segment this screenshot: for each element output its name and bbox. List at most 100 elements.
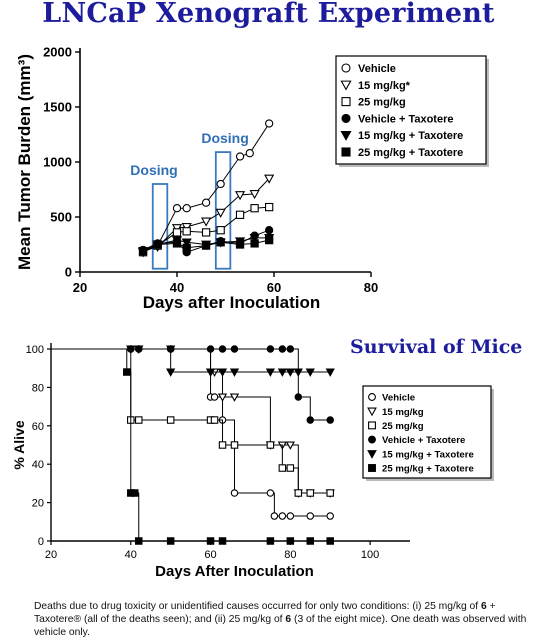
tumor-x-tick-label: 80 (364, 280, 378, 295)
survival-data-point (326, 416, 334, 424)
tumor-legend-label: Vehicle + Taxotere (358, 113, 454, 125)
tumor-data-point (249, 190, 260, 200)
survival-data-point (326, 512, 334, 520)
survival-data-point (306, 416, 315, 424)
tumor-data-point (235, 240, 245, 249)
tumor-data-point (235, 210, 245, 219)
tumor-legend-label: 25 mg/kg (358, 97, 406, 109)
tumor-y-axis-label: Mean Tumor Burden (mm³) (15, 54, 34, 270)
survival-data-point (294, 489, 303, 497)
tumor-y-tick-label: 500 (50, 210, 72, 225)
survival-data-point (266, 441, 275, 449)
survival-data-point (134, 345, 144, 354)
survival-data-point (166, 416, 175, 424)
tumor-y-tick-label: 1000 (43, 155, 72, 170)
survival-data-point (306, 537, 315, 545)
tumor-data-point (216, 238, 225, 247)
dosing-window (214, 151, 232, 270)
survival-legend-marker (368, 421, 376, 430)
survival-x-axis-label: Days After Inoculation (155, 563, 314, 580)
tumor-data-point (172, 239, 182, 248)
survival-y-axis-label: % Alive (11, 420, 27, 469)
tumor-data-point (201, 228, 211, 237)
survival-data-point (270, 512, 279, 520)
tumor-data-point (201, 241, 211, 250)
tumor-data-point (264, 235, 274, 245)
tumor-legend-label: 25 mg/kg + Taxotere (358, 147, 463, 159)
dosing-window (151, 183, 169, 270)
survival-data-point (306, 489, 315, 497)
survival-x-tick-label: 60 (204, 549, 216, 561)
caption-compound-1: 6 (481, 601, 487, 612)
survival-data-point (266, 537, 275, 545)
tumor-data-point (234, 191, 246, 201)
survival-data-point (230, 441, 239, 449)
survival-data-point (285, 368, 295, 377)
survival-legend-marker (368, 435, 376, 444)
tumor-legend-label: 15 mg/kg + Taxotere (358, 130, 463, 142)
survival-legend-label: 25 mg/kg (382, 421, 424, 432)
tumor-data-point (235, 152, 245, 161)
survival-data-point (206, 537, 215, 545)
page-title: LNCaP Xenograft Experiment (42, 0, 495, 29)
tumor-data-point (250, 204, 259, 213)
survival-legend-marker (367, 450, 377, 459)
tumor-legend-marker (341, 147, 351, 157)
survival-series-line (51, 348, 331, 421)
survival-data-point (126, 345, 136, 354)
survival-data-point (265, 368, 276, 377)
survival-legend-marker (367, 407, 377, 417)
survival-data-point (293, 368, 303, 377)
tumor-data-point (138, 246, 148, 256)
tumor-series-line (142, 178, 270, 252)
survival-legend-label: Vehicle (382, 393, 415, 404)
tumor-data-point (172, 204, 182, 213)
survival-data-point (218, 441, 227, 449)
tumor-data-point (245, 149, 254, 158)
survival-data-point (217, 368, 228, 377)
survival-data-point (210, 416, 219, 424)
survival-legend-label: 25 mg/kg + Taxotere (382, 464, 474, 475)
survival-chart-title: Survival of Mice (350, 336, 523, 358)
survival-y-tick-label: 0 (38, 536, 44, 548)
survival-data-point (306, 512, 315, 520)
tumor-legend-label: Vehicle (358, 63, 396, 75)
caption-compound-2: 6 (285, 614, 292, 625)
caption-part-3: (3 of the eight mice). One death was obs… (34, 614, 527, 638)
survival-legend-label: 15 mg/kg (382, 407, 424, 418)
survival-data-point (305, 368, 315, 377)
survival-data-point (206, 345, 215, 353)
caption: Deaths due to drug toxicity or unidentif… (34, 600, 529, 639)
tumor-data-point (249, 234, 260, 244)
survival-data-point (166, 537, 175, 545)
survival-data-point (217, 393, 228, 402)
survival-legend-marker (368, 464, 376, 472)
survival-y-tick-label: 20 (32, 498, 44, 510)
survival-data-point (218, 537, 227, 545)
survival-legend-marker (368, 393, 376, 401)
survival-data-point (218, 345, 227, 353)
survival-legend (362, 385, 492, 479)
survival-data-point (286, 537, 295, 545)
survival-data-point (285, 441, 295, 450)
tumor-legend-marker (341, 97, 351, 107)
tumor-y-tick-label: 0 (65, 265, 72, 280)
survival-data-point (286, 512, 295, 520)
survival-x-tick-label: 20 (45, 549, 57, 561)
dosing-label: Dosing (201, 130, 248, 146)
survival-data-point (325, 368, 335, 377)
tumor-data-point (182, 243, 191, 252)
survival-data-point (326, 537, 334, 545)
tumor-data-point (264, 226, 274, 235)
survival-data-point (135, 416, 143, 424)
tumor-data-point (216, 226, 225, 235)
survival-x-tick-label: 40 (125, 549, 137, 561)
tumor-legend-marker (340, 130, 352, 141)
survival-data-point (123, 368, 131, 376)
survival-data-point (266, 345, 275, 353)
survival-data-point (266, 489, 275, 497)
tumor-legend (335, 55, 487, 165)
dosing-label: Dosing (130, 162, 177, 178)
survival-data-point (135, 537, 143, 545)
